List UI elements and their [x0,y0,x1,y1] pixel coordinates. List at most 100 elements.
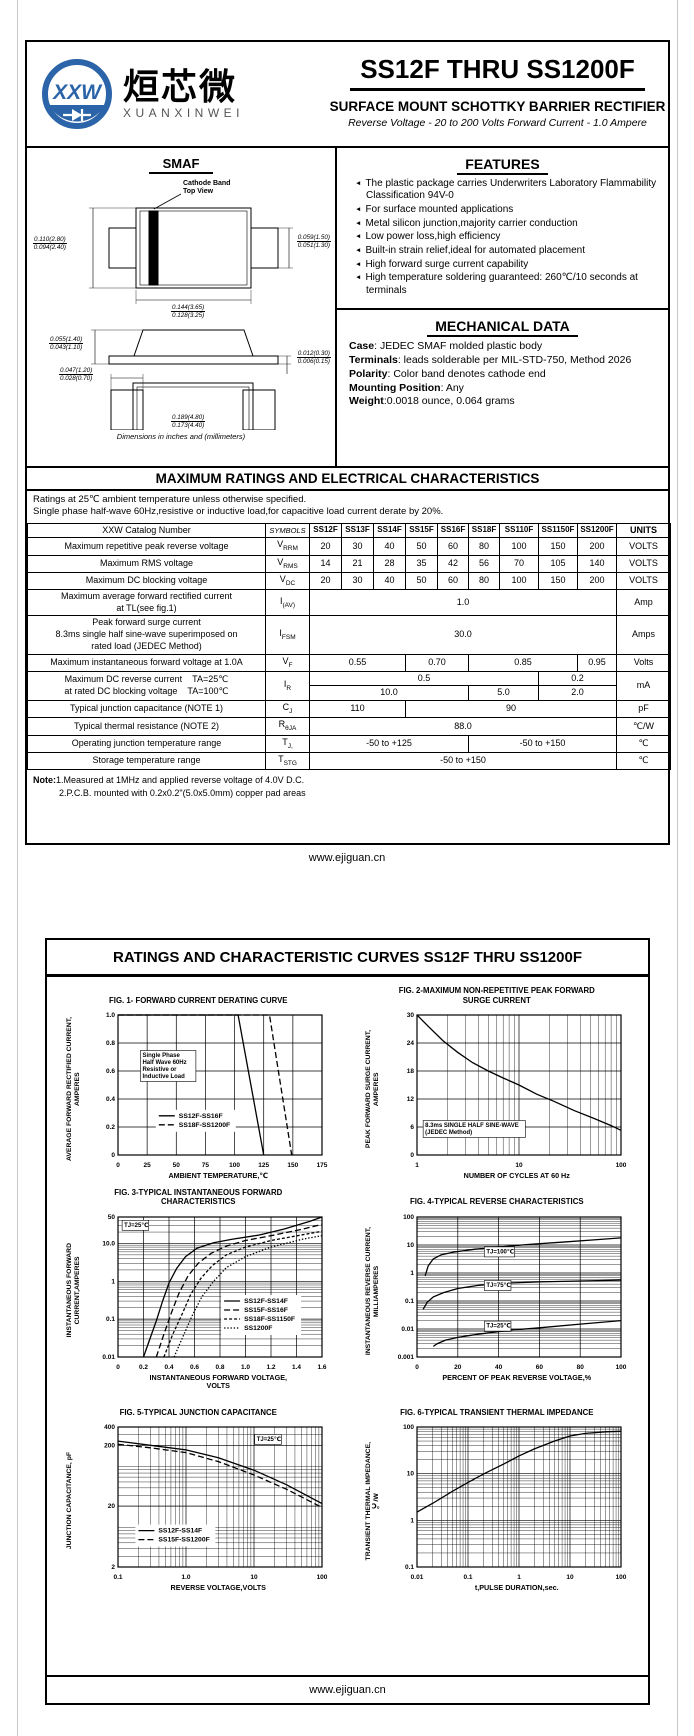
fig6-canvas: 0.01 0.1 1 10 100 0.1 1 10 100 [403,1424,627,1581]
fig6-chart: FIG. 6-TYPICAL TRANSIENT THERMAL IMPEDAN… [348,1397,647,1593]
table-notes: Note:1.Measured at 1MHz and applied reve… [27,770,668,804]
curves-heading: RATINGS AND CHARACTERISTIC CURVES SS12F … [47,940,648,977]
fig4-ylabel: INSTANTANEOUS REVERSE CURRENT, MILLIAMPE… [364,1226,380,1355]
value-cell: -50 to +125 [309,734,469,753]
fig6-plot-row: TRANSIENT THERMAL IMPEDANCE, ℃/W 0.01 0.1 1… [365,1419,629,1583]
value-cell: SS18F [468,522,500,539]
svg-text:50: 50 [173,1162,181,1169]
svg-text:0.001: 0.001 [397,1354,414,1361]
symbol-cell: VRMS [265,554,310,573]
table-row: Operating junction temperature range TJ, -… [27,734,671,753]
svg-text:0.6: 0.6 [106,1068,115,1075]
svg-text:1.6: 1.6 [318,1364,327,1371]
svg-text:20: 20 [454,1364,462,1371]
value-cell: 56 [468,554,500,573]
value-cell: 70 [499,554,539,573]
value-cell: 14 [309,554,342,573]
condition-line-2: Single phase half-wave 60Hz,resistive or… [33,506,444,518]
parameter-label-cell: XXW Catalog Number [27,522,266,539]
ratings-table: XXW Catalog Number SYMBOLS SS12F SS13F SS14F… [27,522,671,771]
svg-text:TJ=100℃: TJ=100℃ [486,1248,514,1255]
mechanical-data-section: MECHANICAL DATA Case: JEDEC SMAF molded … [337,310,668,466]
svg-text:10: 10 [515,1162,523,1169]
svg-text:80: 80 [576,1364,584,1371]
fig2-ylabel: PEAK FORWARD SURGE CURRENT, AMPERES [364,1029,380,1149]
svg-text:75: 75 [202,1162,210,1169]
value-cell: SS12F [309,522,342,539]
value-cell: 0.2 [538,670,617,687]
svg-text:SS18F-SS1150F: SS18F-SS1150F [244,1316,295,1323]
parameter-label-cell: Maximum repetitive peak reverse voltage [27,537,266,556]
value-cell: ℃ [616,734,671,753]
package-outline-icon [89,193,293,446]
table-row: Maximum average forward rectified curren… [27,589,671,617]
svg-text:1.2: 1.2 [267,1364,276,1371]
value-cell: 80 [468,571,500,591]
package-and-specs-columns: SMAF [27,148,668,466]
feature-item: High forward surge current capability [355,259,658,271]
value-cell: VOLTS [616,537,671,556]
feature-item: Low power loss,high efficiency [355,231,658,243]
svg-text:Single Phase: Single Phase [143,1053,181,1059]
symbol-cell: TSTG [265,751,310,771]
symbol-cell: VDC [265,571,310,591]
fig2-canvas: 1 10 100 0 6 12 18 24 30 8.3ms SINGLE HALF SINE-W… [407,1012,627,1169]
value-cell: 150 [538,571,578,591]
value-cell: 100 [499,571,539,591]
company-name-en: XUANXINWEI [123,106,245,121]
svg-text:1: 1 [112,1278,116,1285]
value-cell: 0.70 [405,653,469,672]
fig3-ylabel: INSTANTANEOUS FORWARD CURRENT,AMPERES [66,1243,82,1338]
symbol-cell: RθJA [265,717,310,736]
value-cell: SS16F [437,522,469,539]
svg-text:SS18F-SS1200F: SS18F-SS1200F [179,1122,230,1129]
fig1-chart: FIG. 1- FORWARD CURRENT DERATING CURVE AV… [49,985,348,1181]
svg-text:100: 100 [317,1574,328,1581]
svg-text:10.0: 10.0 [103,1240,116,1247]
svg-text:0.8: 0.8 [106,1040,115,1047]
part-number-title: SS12F THRU SS1200F [350,54,645,91]
value-cell: SS13F [341,522,374,539]
table-row: Maximum repetitive peak reverse voltage V… [27,537,671,556]
value-cell: mA [616,670,671,702]
value-cell: SS14F [373,522,406,539]
value-cell: 1.0 [309,589,617,617]
ratings-banner: MAXIMUM RATINGS AND ELECTRICAL CHARACTER… [27,466,668,491]
svg-text:0: 0 [410,1152,414,1159]
svg-text:125: 125 [259,1162,270,1169]
parameter-label-cell: Storage temperature range [27,751,266,771]
value-cell: 42 [437,554,469,573]
table-row: Typical thermal resistance (NOTE 2) RθJA 8… [27,717,671,736]
fig5-canvas: 0.1 1.0 10 100 2 20 200 400 SS12F-SS14F SS15F-SS1… [104,1424,328,1581]
svg-text:0.2: 0.2 [106,1124,115,1131]
value-cell: 21 [341,554,374,573]
fig4-canvas: 0 20 40 60 80 100 0.001 0.01 0.1 1 10 100 TJ=100℃ TJ=… [397,1214,626,1371]
svg-text:TJ=75℃: TJ=75℃ [486,1282,510,1289]
symbol-cell: VRRM [265,537,310,556]
svg-text:18: 18 [407,1068,415,1075]
svg-text:400: 400 [104,1424,115,1431]
value-cell: 60 [437,537,469,556]
cathode-band-label: Cathode Band Top View [183,180,231,195]
svg-text:SS15F-SS16F: SS15F-SS16F [244,1307,288,1314]
fig1-ylabel: AVERAGE FORWARD RECTIFIED CURRENT, AMPER… [66,1017,82,1161]
value-cell: 30.0 [309,615,617,655]
svg-text:6: 6 [410,1124,414,1131]
dimensions-footnote: Dimensions in inches and (millimeters) [116,432,246,441]
value-cell: SYMBOLS [265,522,310,539]
fig3-title: FIG. 3-TYPICAL INSTANTANEOUS FORWARD CHA… [114,1187,283,1207]
parameter-label-cell: Maximum instantaneous forward voltage at… [27,653,266,672]
parameter-label-cell: Peak forward surge current 8.3ms single … [27,615,266,655]
value-cell: pF [616,700,671,719]
value-cell: SS110F [499,522,539,539]
value-cell: 10.0 [309,685,469,702]
parameter-label-cell: Maximum RMS voltage [27,554,266,573]
value-cell: 140 [577,554,617,573]
header: XXW 烜芯微 XUANXINWEI SS12F THRU SS1200F SU… [27,42,668,148]
feature-item: For surface mounted applications [355,204,658,216]
svg-text:0.1: 0.1 [106,1316,115,1323]
fig4-plot-row: INSTANTANEOUS REVERSE CURRENT, MILLIAMPE… [365,1209,629,1373]
ratings-conditions: Ratings at 25℃ ambient temperature unles… [27,491,668,523]
svg-text:1.0: 1.0 [106,1012,115,1019]
package-outline-column: SMAF [27,148,337,466]
